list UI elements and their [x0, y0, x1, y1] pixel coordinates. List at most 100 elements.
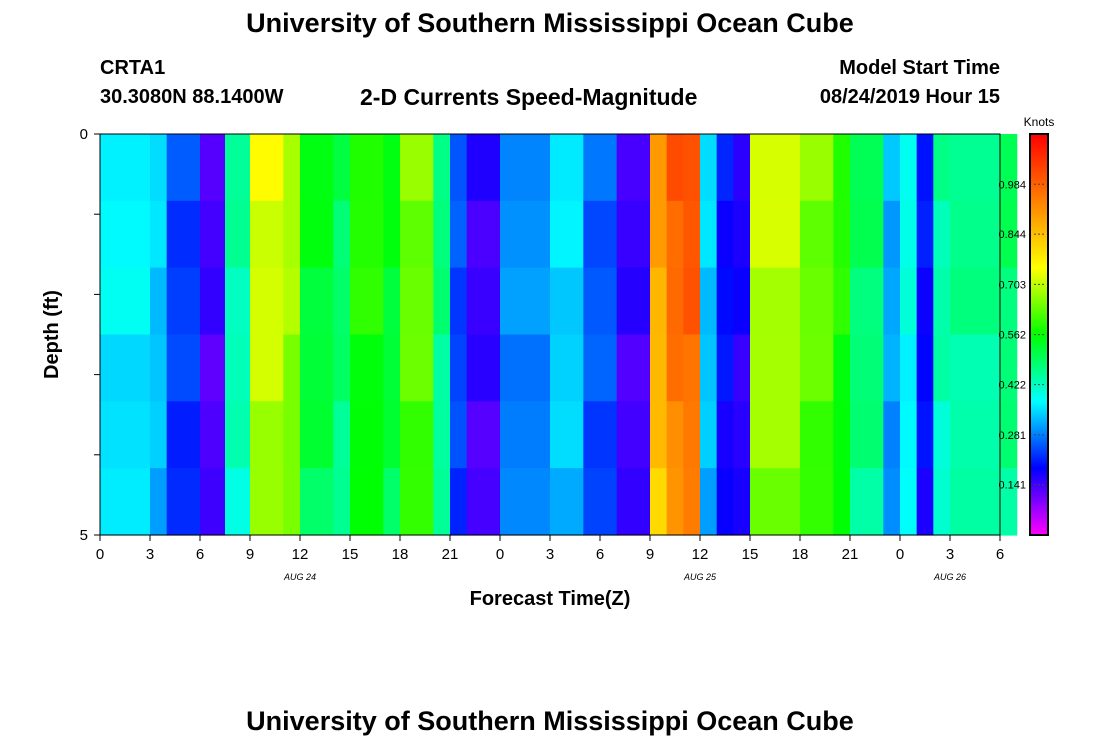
- heatmap-cell: [800, 401, 834, 469]
- heatmap-cell: [666, 200, 684, 269]
- heatmap-cell: [250, 401, 284, 469]
- heatmap-cell: [666, 134, 684, 202]
- heatmap-cell: [166, 200, 201, 269]
- heatmap-cell: [150, 334, 168, 402]
- heatmap-cell: [300, 468, 334, 536]
- heatmap-cell: [166, 468, 201, 536]
- heatmap-cell: [350, 334, 384, 402]
- heatmap-cell: [333, 267, 351, 336]
- heatmap-cell: [750, 134, 801, 202]
- heatmap-cell: [916, 334, 934, 402]
- heatmap-cell: [200, 267, 226, 336]
- heatmap-cell: [683, 134, 701, 202]
- heatmap-cell: [1000, 334, 1018, 402]
- heatmap-cell: [950, 334, 1001, 402]
- heatmap-cell: [750, 401, 801, 469]
- heatmap-cell: [700, 401, 718, 469]
- heatmap-cell: [500, 267, 551, 336]
- heatmap-cell: [616, 401, 651, 469]
- heatmap-cell: [500, 134, 551, 202]
- x-axis-title: Forecast Time(Z): [470, 588, 631, 610]
- heatmap-cell: [900, 267, 918, 336]
- heatmap-cell: [1000, 401, 1018, 469]
- heatmap-cell: [433, 334, 451, 402]
- heatmap-cell: [250, 267, 284, 336]
- heatmap-cell: [300, 334, 334, 402]
- heatmap-cell: [883, 334, 901, 402]
- heatmap-cell: [833, 200, 851, 269]
- heatmap-cell: [916, 267, 934, 336]
- heatmap-cell: [733, 134, 751, 202]
- heatmap-cell: [150, 200, 168, 269]
- heatmap-cell: [333, 468, 351, 536]
- heatmap-cell: [450, 468, 468, 536]
- heatmap-cell: [150, 267, 168, 336]
- heatmap-cell: [800, 267, 834, 336]
- heatmap-cell: [716, 267, 734, 336]
- heatmap-cell: [383, 200, 401, 269]
- heatmap-cell: [583, 267, 618, 336]
- heatmap-cell: [900, 134, 918, 202]
- heatmap-cell: [833, 267, 851, 336]
- heatmap-cell: [200, 200, 226, 269]
- heatmap-cell: [383, 401, 401, 469]
- heatmap-cell: [550, 334, 584, 402]
- bottom-title: University of Southern Mississippi Ocean…: [246, 706, 854, 736]
- heatmap-cell: [716, 200, 734, 269]
- heatmap-cell: [616, 334, 651, 402]
- heatmap-cell: [900, 200, 918, 269]
- heatmap-cell: [166, 134, 201, 202]
- heatmap-cell: [800, 134, 834, 202]
- heatmap-cell: [833, 134, 851, 202]
- heatmap-cell: [450, 401, 468, 469]
- heatmap-cells: [100, 134, 1018, 536]
- heatmap-cell: [200, 134, 226, 202]
- heatmap-cell: [666, 401, 684, 469]
- heatmap-cell: [225, 134, 251, 202]
- heatmap-cell: [250, 468, 284, 536]
- heatmap-cell: [200, 334, 226, 402]
- heatmap-cell: [950, 401, 1001, 469]
- product-name: 2-D Currents Speed-Magnitude: [360, 84, 698, 110]
- heatmap-cell: [683, 200, 701, 269]
- heatmap-cell: [550, 200, 584, 269]
- heatmap-cell: [400, 401, 434, 469]
- colorbar-title: Knots: [1024, 115, 1055, 129]
- heatmap-cell: [100, 267, 151, 336]
- x-tick-label: 0: [496, 546, 504, 563]
- chart-title: University of Southern Mississippi Ocean…: [246, 8, 854, 38]
- heatmap-cell: [933, 134, 951, 202]
- heatmap-cell: [150, 134, 168, 202]
- heatmap-cell: [500, 401, 551, 469]
- heatmap-cell: [800, 200, 834, 269]
- colorbar: Knots 0.141 0.281 0.422 0.562 0.703 0.844 0.984: [998, 115, 1055, 536]
- heatmap-cell: [950, 267, 1001, 336]
- x-tick-label: 21: [442, 546, 459, 563]
- heatmap-cell: [733, 200, 751, 269]
- heatmap-cell: [100, 334, 151, 402]
- x-tick-label: 0: [896, 546, 904, 563]
- heatmap-cell: [883, 468, 901, 536]
- heatmap-cell: [683, 401, 701, 469]
- heatmap-cell: [433, 200, 451, 269]
- heatmap-cell: [616, 134, 651, 202]
- colorbar-tick-label: 0.281: [998, 430, 1026, 442]
- colorbar-tick-label: 0.984: [998, 179, 1026, 191]
- heatmap-cell: [450, 267, 468, 336]
- x-tick-label: 21: [842, 546, 859, 563]
- heatmap-cell: [666, 334, 684, 402]
- x-tick-label: 18: [392, 546, 409, 563]
- heatmap-cell: [883, 134, 901, 202]
- heatmap-cell: [850, 468, 884, 536]
- heatmap-cell: [333, 134, 351, 202]
- heatmap-cell: [283, 134, 301, 202]
- x-tick-label: 12: [692, 546, 709, 563]
- heatmap-cell: [583, 134, 618, 202]
- heatmap-cell: [450, 334, 468, 402]
- model-start-label: Model Start Time: [839, 57, 1000, 79]
- heatmap-cell: [350, 267, 384, 336]
- heatmap-cell: [716, 334, 734, 402]
- heatmap-cell: [150, 468, 168, 536]
- heatmap-cell: [350, 200, 384, 269]
